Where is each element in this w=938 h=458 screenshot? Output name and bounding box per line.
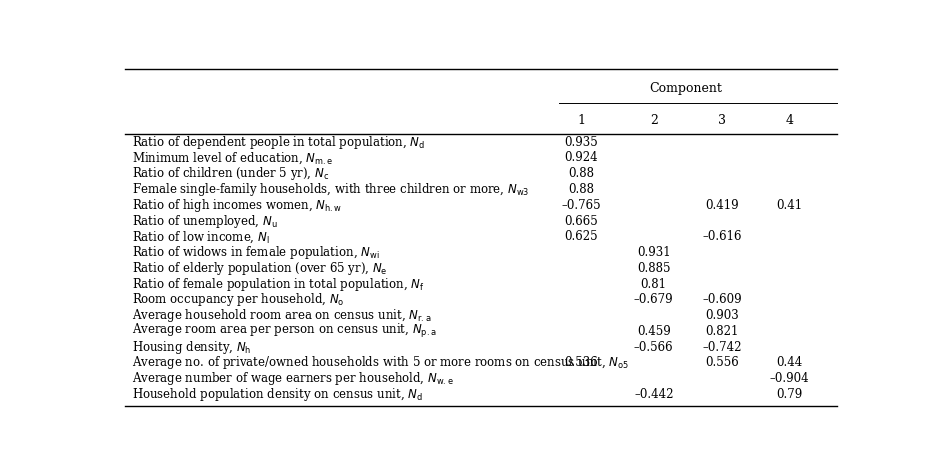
Text: –0.679: –0.679	[634, 294, 673, 306]
Text: 0.44: 0.44	[777, 356, 803, 370]
Text: 3: 3	[719, 114, 726, 127]
Text: Housing density, $N_\mathrm{h}$: Housing density, $N_\mathrm{h}$	[131, 338, 251, 356]
Text: Minimum level of education, $N_\mathrm{m.e}$: Minimum level of education, $N_\mathrm{m…	[131, 150, 333, 166]
Text: –0.904: –0.904	[770, 372, 809, 385]
Text: 0.79: 0.79	[777, 388, 803, 401]
Text: 0.935: 0.935	[564, 136, 598, 149]
Text: 0.459: 0.459	[637, 325, 671, 338]
Text: Average number of wage earners per household, $N_\mathrm{w.e}$: Average number of wage earners per house…	[131, 370, 454, 387]
Text: –0.566: –0.566	[634, 341, 673, 354]
Text: 0.924: 0.924	[565, 152, 598, 164]
Text: 0.625: 0.625	[565, 230, 598, 243]
Text: 2: 2	[650, 114, 658, 127]
Text: 0.931: 0.931	[637, 246, 671, 259]
Text: –0.765: –0.765	[561, 199, 601, 212]
Text: Ratio of dependent people in total population, $N_\mathrm{d}$: Ratio of dependent people in total popul…	[131, 134, 425, 151]
Text: Ratio of widows in female population, $N_\mathrm{wi}$: Ratio of widows in female population, $N…	[131, 244, 379, 261]
Text: Ratio of unemployed, $N_\mathrm{u}$: Ratio of unemployed, $N_\mathrm{u}$	[131, 213, 278, 229]
Text: Average room area per person on census unit, $N_\mathrm{p.a}$: Average room area per person on census u…	[131, 322, 436, 340]
Text: –0.742: –0.742	[703, 341, 742, 354]
Text: Component: Component	[649, 82, 722, 95]
Text: Room occupancy per household, $N_\mathrm{o}$: Room occupancy per household, $N_\mathrm…	[131, 291, 344, 308]
Text: Ratio of female population in total population, $N_\mathrm{f}$: Ratio of female population in total popu…	[131, 276, 424, 293]
Text: 0.903: 0.903	[705, 309, 739, 322]
Text: Ratio of high incomes women, $N_\mathrm{h.w}$: Ratio of high incomes women, $N_\mathrm{…	[131, 197, 342, 214]
Text: 0.556: 0.556	[705, 356, 739, 370]
Text: 0.885: 0.885	[637, 262, 671, 275]
Text: Ratio of children (under 5 yr), $N_\mathrm{c}$: Ratio of children (under 5 yr), $N_\math…	[131, 165, 329, 182]
Text: 0.536: 0.536	[564, 356, 598, 370]
Text: Household population density on census unit, $N_\mathrm{d}$: Household population density on census u…	[131, 386, 423, 403]
Text: 0.821: 0.821	[705, 325, 739, 338]
Text: 4: 4	[786, 114, 794, 127]
Text: 0.88: 0.88	[568, 183, 594, 196]
Text: –0.616: –0.616	[703, 230, 742, 243]
Text: 0.419: 0.419	[705, 199, 739, 212]
Text: 0.665: 0.665	[564, 214, 598, 228]
Text: –0.609: –0.609	[703, 294, 742, 306]
Text: Average no. of private/owned households with 5 or more rooms on census unit, $N_: Average no. of private/owned households …	[131, 354, 628, 371]
Text: 0.41: 0.41	[777, 199, 803, 212]
Text: 1: 1	[577, 114, 585, 127]
Text: Female single-family households, with three children or more, $N_\mathrm{w3}$: Female single-family households, with th…	[131, 181, 529, 198]
Text: Average household room area on census unit, $N_\mathrm{r.a}$: Average household room area on census un…	[131, 307, 431, 324]
Text: Ratio of low income, $N_\mathrm{l}$: Ratio of low income, $N_\mathrm{l}$	[131, 229, 269, 245]
Text: Ratio of elderly population (over 65 yr), $N_\mathrm{e}$: Ratio of elderly population (over 65 yr)…	[131, 260, 387, 277]
Text: 0.88: 0.88	[568, 167, 594, 180]
Text: 0.81: 0.81	[641, 278, 667, 290]
Text: –0.442: –0.442	[634, 388, 673, 401]
